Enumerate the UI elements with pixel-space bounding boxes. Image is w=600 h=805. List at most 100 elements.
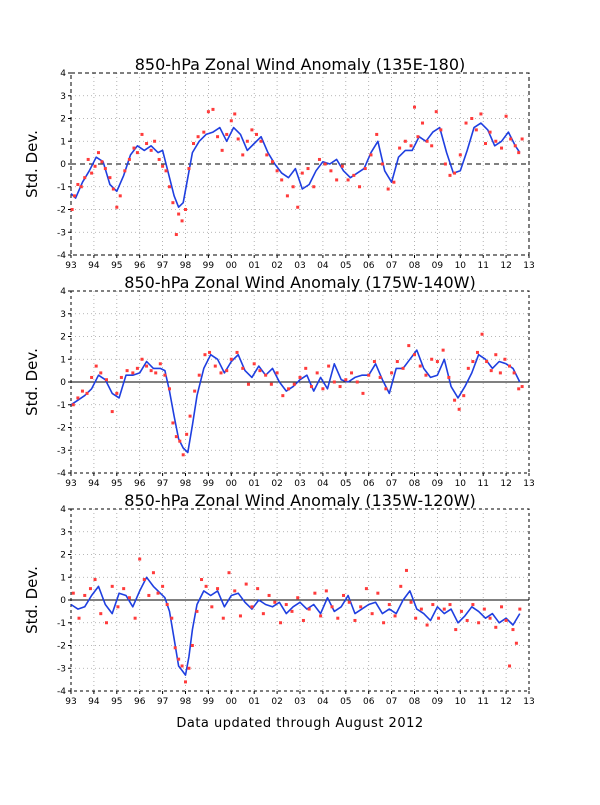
data-point bbox=[145, 142, 149, 146]
x-tick-label: 10 bbox=[455, 697, 467, 707]
data-point bbox=[127, 157, 131, 161]
data-point bbox=[430, 144, 434, 148]
x-tick-label: 10 bbox=[455, 261, 467, 271]
data-point bbox=[470, 117, 474, 120]
series-line bbox=[70, 122, 521, 208]
data-point bbox=[108, 176, 112, 180]
y-tick-label: -1 bbox=[57, 401, 66, 411]
data-point bbox=[79, 185, 83, 189]
data-point bbox=[190, 644, 194, 647]
data-point bbox=[85, 391, 89, 395]
data-point bbox=[256, 587, 260, 591]
data-point bbox=[384, 387, 388, 391]
data-point bbox=[296, 205, 300, 209]
x-tick-label: 06 bbox=[363, 697, 375, 707]
data-point bbox=[414, 616, 418, 620]
series-line bbox=[70, 576, 521, 676]
data-point bbox=[88, 587, 92, 591]
data-point bbox=[421, 121, 425, 125]
data-point bbox=[99, 371, 103, 375]
x-tick-label: 12 bbox=[500, 261, 511, 271]
chart-title: 850-hPa Zonal Wind Anomaly (175W-140W) bbox=[124, 273, 475, 292]
data-point bbox=[174, 435, 178, 439]
data-point bbox=[319, 614, 323, 618]
data-point bbox=[83, 593, 87, 597]
data-point bbox=[254, 132, 258, 136]
data-point bbox=[508, 364, 512, 368]
x-tick-label: 06 bbox=[363, 479, 375, 489]
x-tick-label: 93 bbox=[65, 261, 76, 271]
x-tick-label: 99 bbox=[203, 479, 215, 489]
x-tick-label: 97 bbox=[157, 697, 168, 707]
data-point bbox=[110, 410, 114, 414]
data-point bbox=[244, 582, 248, 586]
x-tick-label: 03 bbox=[294, 697, 305, 707]
data-point bbox=[123, 169, 127, 173]
data-point bbox=[500, 605, 504, 609]
data-point bbox=[287, 387, 291, 391]
x-tick-label: 08 bbox=[409, 261, 421, 271]
data-point bbox=[475, 350, 479, 354]
data-point bbox=[188, 414, 192, 418]
x-tick-label: 11 bbox=[477, 261, 488, 271]
data-point bbox=[409, 600, 413, 604]
data-point bbox=[206, 110, 210, 114]
data-point bbox=[156, 591, 160, 595]
data-point bbox=[285, 194, 289, 198]
data-point bbox=[161, 164, 165, 168]
data-point bbox=[407, 344, 411, 348]
data-point bbox=[413, 353, 416, 357]
data-point bbox=[309, 385, 313, 389]
data-point bbox=[281, 394, 285, 398]
data-point bbox=[393, 614, 397, 618]
x-tick-label: 13 bbox=[523, 697, 534, 707]
data-point bbox=[154, 371, 158, 375]
data-point bbox=[480, 332, 484, 336]
y-tick-label: 4 bbox=[60, 69, 66, 79]
data-point bbox=[353, 618, 357, 622]
data-point bbox=[265, 153, 269, 157]
x-tick-label: 10 bbox=[455, 479, 467, 489]
x-tick-label: 05 bbox=[340, 479, 351, 489]
data-point bbox=[76, 182, 80, 186]
data-point bbox=[138, 557, 142, 561]
data-point bbox=[483, 142, 487, 146]
data-point bbox=[171, 421, 175, 425]
x-tick-label: 09 bbox=[432, 697, 444, 707]
data-point bbox=[439, 128, 443, 132]
chart-title: 850-hPa Zonal Wind Anomaly (135E-180) bbox=[135, 55, 466, 74]
data-point bbox=[115, 205, 119, 209]
data-point bbox=[466, 366, 470, 370]
data-point bbox=[312, 185, 316, 189]
data-point bbox=[115, 391, 119, 395]
data-point bbox=[284, 603, 288, 607]
data-point bbox=[76, 396, 80, 400]
data-point bbox=[195, 609, 199, 613]
y-tick-label: -3 bbox=[57, 446, 66, 456]
data-point bbox=[72, 194, 76, 198]
x-tick-label: 96 bbox=[134, 697, 146, 707]
data-point bbox=[375, 132, 379, 136]
data-point bbox=[307, 607, 311, 611]
data-point bbox=[346, 178, 350, 182]
data-point bbox=[503, 357, 507, 361]
data-point bbox=[424, 373, 428, 377]
data-point bbox=[315, 371, 319, 375]
data-point bbox=[471, 603, 475, 607]
data-point bbox=[80, 389, 84, 393]
data-point bbox=[77, 616, 81, 620]
x-tick-label: 09 bbox=[432, 261, 444, 271]
data-point bbox=[416, 135, 420, 139]
data-point bbox=[376, 591, 380, 595]
data-point bbox=[517, 387, 521, 391]
data-point bbox=[369, 153, 373, 157]
data-point bbox=[513, 144, 517, 148]
data-point bbox=[86, 157, 90, 161]
data-point bbox=[431, 603, 435, 607]
chart-panel-1: 850-hPa Zonal Wind Anomaly (135E-180) Std… bbox=[23, 55, 535, 271]
data-point bbox=[164, 169, 168, 173]
data-point bbox=[192, 142, 196, 146]
data-point bbox=[122, 587, 126, 591]
